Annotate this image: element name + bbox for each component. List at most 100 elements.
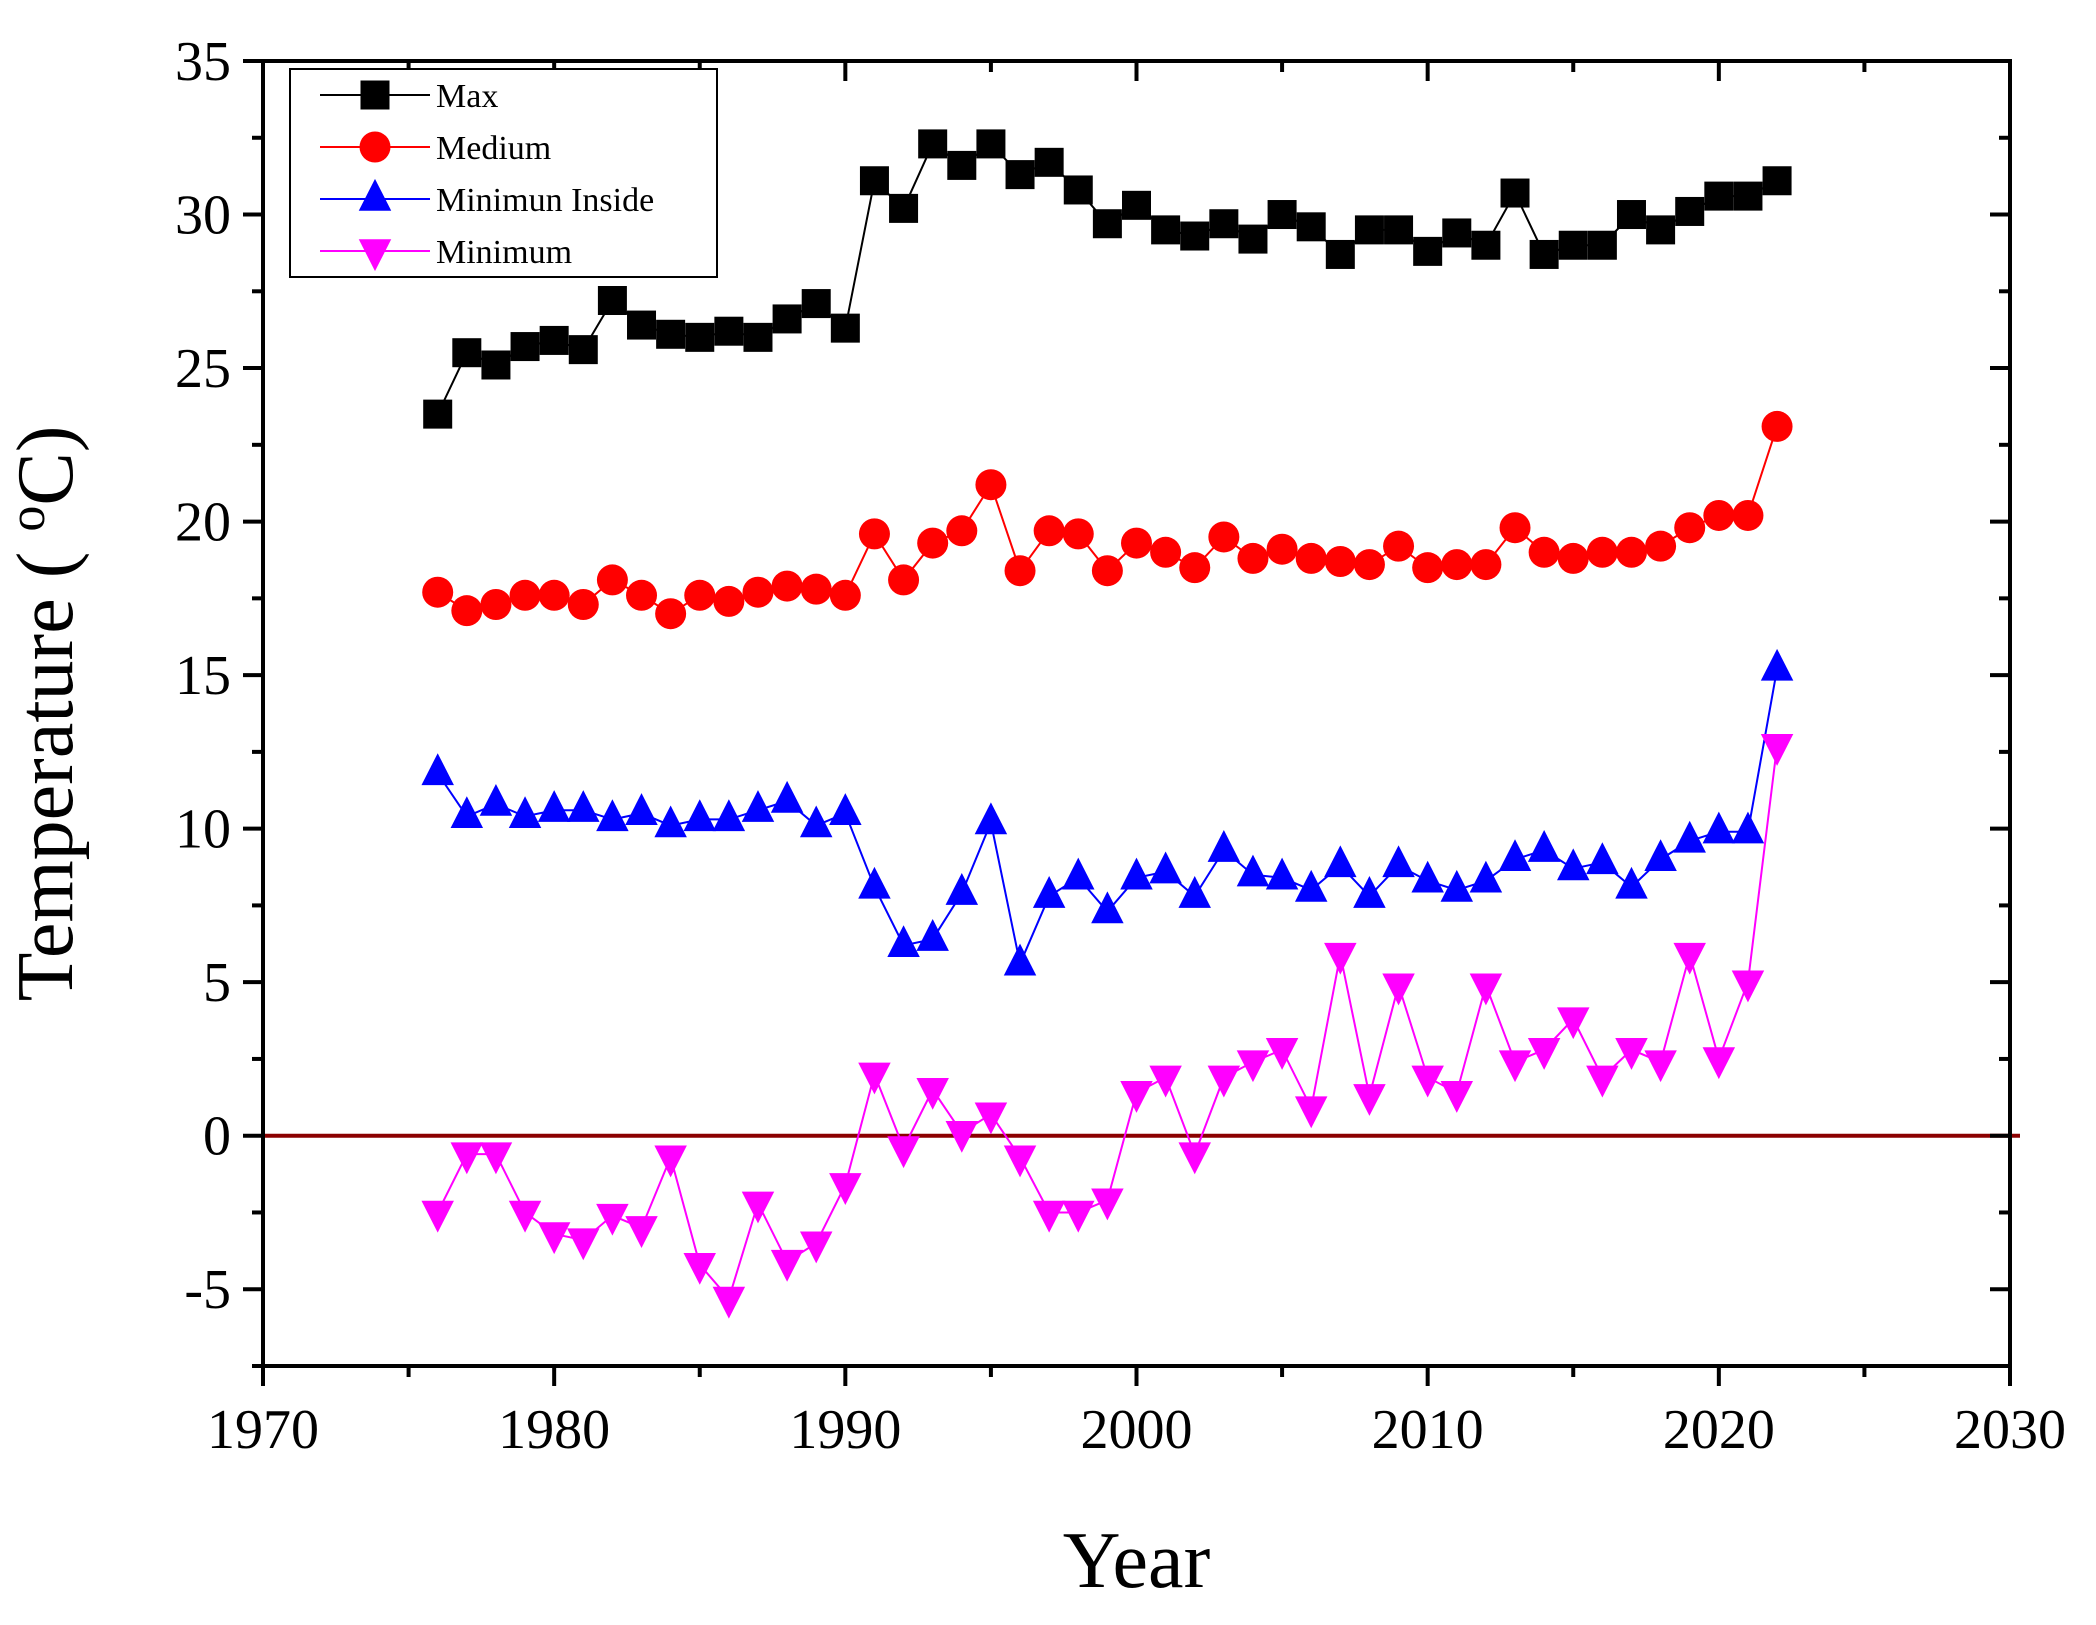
data-point-medium xyxy=(1121,527,1152,559)
data-point-minimun-inside xyxy=(1440,869,1474,902)
data-point-minimun-inside xyxy=(770,780,804,813)
series-minimun-inside xyxy=(421,648,1794,976)
x-tick-label: 2020 xyxy=(1663,1399,1775,1461)
data-point-minimun-inside xyxy=(1498,839,1532,872)
data-point-minimun-inside xyxy=(1353,876,1386,908)
data-point-minimum xyxy=(625,1216,658,1248)
data-point-max xyxy=(1646,215,1676,245)
data-point-minimum xyxy=(712,1286,746,1319)
data-point-medium xyxy=(509,579,541,611)
data-point-medium xyxy=(1062,518,1094,550)
data-point-minimum xyxy=(450,1142,484,1175)
data-point-minimum xyxy=(741,1191,775,1224)
data-point-max xyxy=(1122,190,1151,220)
data-point-medium xyxy=(1179,552,1211,584)
data-point-max xyxy=(743,322,773,352)
data-point-max xyxy=(1558,230,1588,260)
data-point-minimun-inside xyxy=(1294,869,1328,902)
data-point-minimum xyxy=(887,1136,920,1169)
data-point-max xyxy=(656,319,686,349)
data-point-medium xyxy=(946,515,978,547)
data-point-minimum xyxy=(1469,973,1503,1006)
data-point-minimum xyxy=(1003,1145,1037,1178)
data-point-medium xyxy=(655,598,687,630)
data-point-medium xyxy=(1295,542,1327,574)
data-point-medium xyxy=(1412,552,1444,584)
data-point-medium xyxy=(1033,515,1065,547)
data-point-minimun-inside xyxy=(799,805,833,838)
data-point-medium xyxy=(1383,530,1415,562)
data-point-minimum xyxy=(1440,1081,1474,1113)
data-point-minimun-inside xyxy=(537,790,571,822)
data-point-max xyxy=(772,304,802,334)
data-point-max xyxy=(1471,230,1501,260)
data-point-minimum xyxy=(508,1200,542,1233)
data-point-minimum xyxy=(974,1102,1008,1135)
data-point-minimun-inside xyxy=(1032,876,1066,908)
data-point-minimun-inside xyxy=(741,790,775,822)
y-tick-label: 35 xyxy=(175,31,231,93)
data-point-minimun-inside xyxy=(1062,857,1095,890)
data-point-medium xyxy=(1674,512,1706,544)
data-point-minimun-inside xyxy=(1236,854,1270,887)
data-point-max xyxy=(1762,166,1792,196)
x-tick-label: 1990 xyxy=(789,1399,901,1461)
data-point-minimun-inside xyxy=(421,753,454,786)
data-point-medium xyxy=(626,579,658,611)
data-point-medium xyxy=(1208,521,1240,553)
data-point-max xyxy=(1063,175,1093,205)
data-point-minimun-inside xyxy=(683,799,716,832)
legend-label-medium: Medium xyxy=(436,130,551,167)
data-point-minimun-inside xyxy=(1731,811,1765,844)
data-point-medium xyxy=(1586,536,1618,568)
data-point-minimun-inside xyxy=(1265,857,1299,890)
data-point-medium xyxy=(596,564,628,596)
y-axis-title-superscript: o xyxy=(0,506,56,532)
x-tick-label: 2010 xyxy=(1372,1399,1484,1461)
data-point-max xyxy=(1354,215,1384,245)
data-point-max xyxy=(539,325,569,355)
data-point-minimun-inside xyxy=(625,793,658,825)
data-point-max xyxy=(1587,230,1617,260)
data-point-max xyxy=(1733,181,1763,211)
data-point-medium xyxy=(800,573,832,605)
y-tick-label: -5 xyxy=(184,1259,231,1321)
data-point-minimum xyxy=(654,1145,687,1178)
data-point-medium xyxy=(1645,530,1677,562)
x-tick-label: 1980 xyxy=(498,1399,610,1461)
data-point-max xyxy=(1500,178,1530,208)
data-point-minimun-inside xyxy=(1702,811,1736,844)
data-point-max xyxy=(1616,200,1646,230)
data-point-medium xyxy=(713,585,745,617)
data-point-minimum xyxy=(421,1200,454,1233)
data-point-minimum xyxy=(1731,970,1765,1003)
data-point-minimun-inside xyxy=(1382,845,1415,878)
y-axis-title: Temperature ( oC) xyxy=(0,426,90,1002)
data-point-medium xyxy=(1324,546,1356,578)
x-tick-label: 2000 xyxy=(1081,1399,1193,1461)
data-point-max xyxy=(918,129,948,159)
data-point-medium xyxy=(829,579,861,611)
legend-label-minimum: Minimum xyxy=(436,234,572,271)
data-point-medium xyxy=(1732,499,1764,531)
data-point-max xyxy=(830,313,860,343)
y-tick-label: 10 xyxy=(175,799,231,861)
data-point-medium xyxy=(1761,410,1793,442)
data-point-max xyxy=(1267,200,1297,230)
data-point-minimum xyxy=(1615,1038,1648,1070)
data-point-minimum xyxy=(1557,1007,1590,1040)
data-point-medium xyxy=(567,588,599,620)
data-point-minimum xyxy=(799,1231,833,1264)
data-point-minimum xyxy=(1411,1065,1444,1098)
data-point-minimun-inside xyxy=(1760,648,1794,681)
data-point-medium xyxy=(1353,549,1385,581)
legend-label-max: Max xyxy=(436,78,498,115)
data-point-minimum xyxy=(1091,1188,1124,1221)
data-point-max xyxy=(1180,221,1210,251)
data-point-minimun-inside xyxy=(974,802,1008,835)
data-point-minimum xyxy=(1062,1200,1095,1233)
data-point-max xyxy=(1442,218,1472,248)
data-point-minimum xyxy=(1265,1038,1299,1070)
data-point-minimun-inside xyxy=(945,872,979,905)
data-point-minimun-inside xyxy=(1469,860,1503,893)
